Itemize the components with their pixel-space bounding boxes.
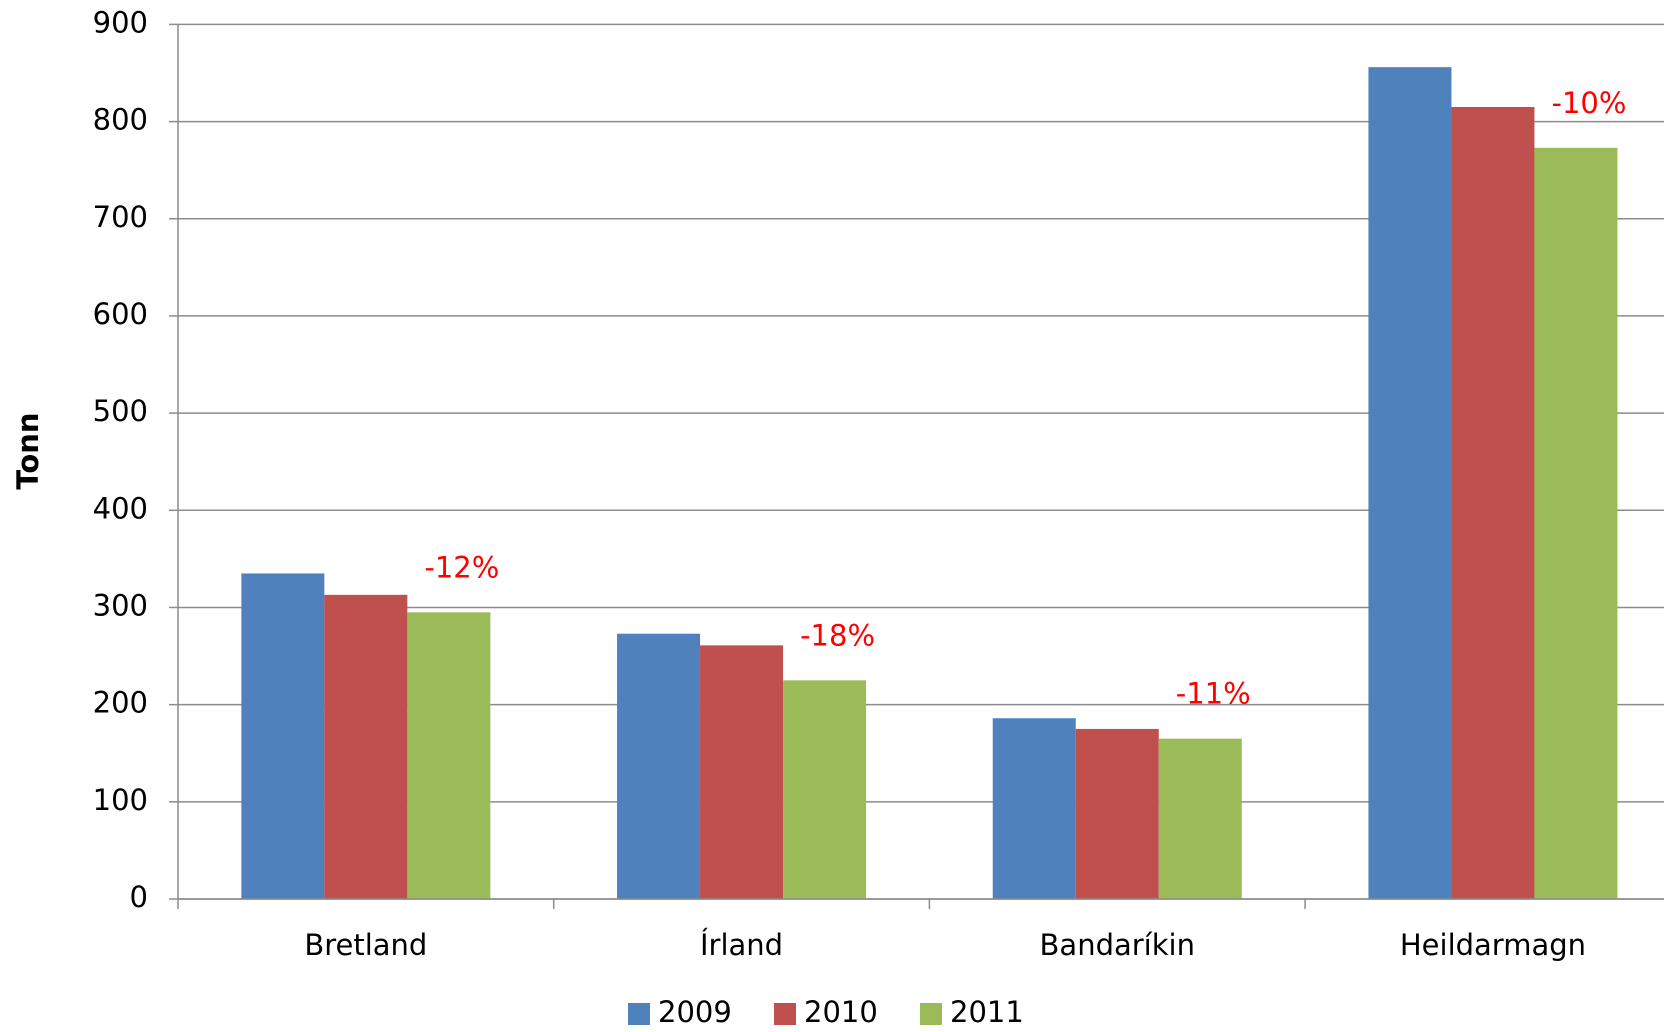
bar	[1075, 728, 1159, 899]
annotation: -10%	[1551, 86, 1626, 120]
bar	[783, 680, 867, 899]
y-tick-label: 300	[93, 588, 148, 622]
y-tick-label: 600	[93, 297, 148, 331]
x-tick-label: Heildarmagn	[1400, 928, 1586, 962]
y-tick-label: 900	[93, 5, 148, 39]
bar	[1368, 67, 1452, 900]
bar	[324, 594, 408, 899]
bar	[1158, 738, 1242, 899]
legend-label: 2010	[804, 995, 878, 1029]
bar	[617, 633, 701, 899]
x-tick-label: Bretland	[304, 928, 427, 962]
bar	[700, 645, 784, 899]
bar	[407, 612, 491, 899]
legend-swatch	[920, 1003, 942, 1025]
y-tick-label: 700	[93, 200, 148, 234]
annotation: -12%	[424, 550, 499, 584]
legend-label: 2011	[950, 995, 1024, 1029]
bar	[1534, 147, 1618, 899]
y-tick-label: 400	[93, 491, 148, 525]
bar	[992, 718, 1076, 899]
bar	[1451, 107, 1535, 900]
y-tick-label: 500	[93, 394, 148, 428]
y-tick-label: 200	[93, 686, 148, 720]
y-axis-label: Tonn	[11, 412, 45, 489]
legend-swatch	[774, 1003, 796, 1025]
y-tick-label: 0	[130, 880, 148, 914]
bar	[241, 573, 325, 899]
legend-label: 2009	[658, 995, 732, 1029]
legend-swatch	[628, 1003, 650, 1025]
annotation: -18%	[800, 618, 875, 652]
y-tick-label: 800	[93, 103, 148, 137]
x-tick-label: Írland	[700, 928, 783, 962]
y-tick-label: 100	[93, 783, 148, 817]
x-tick-label: Bandaríkin	[1040, 928, 1195, 962]
annotation: -11%	[1176, 677, 1251, 711]
